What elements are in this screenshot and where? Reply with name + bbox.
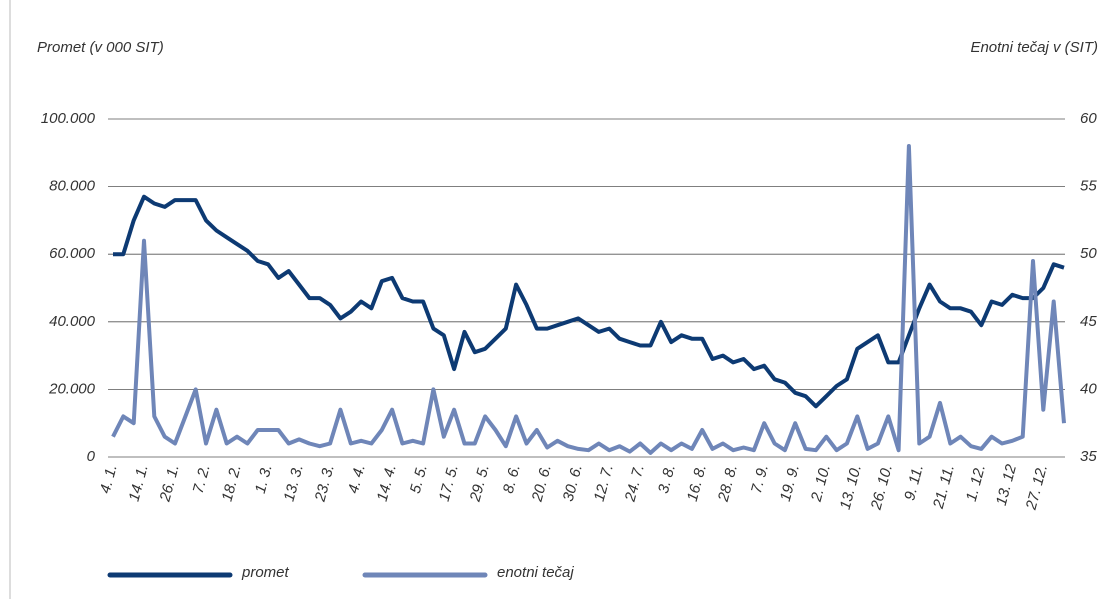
y-tick-label: 100.000 (41, 110, 96, 127)
x-tick-label: 14. 1. (126, 463, 152, 504)
y-tick-label: 0 (87, 448, 96, 465)
x-tick-label: 23. 3. (311, 463, 337, 505)
x-tick-label: 13. 12 (993, 462, 1020, 507)
x-tick-label: 5. 5. (407, 463, 431, 496)
x-tick-label: 4. 1. (97, 463, 121, 496)
x-tick-label: 29. 5. (466, 463, 492, 505)
legend-label: enotni tečaj (497, 564, 574, 581)
x-tick-label: 21. 11. (930, 463, 958, 512)
x-tick-label: 27. 12. (1022, 463, 1051, 513)
x-tick-label: 26. 1. (156, 463, 182, 505)
x-tick-label: 1. 3. (252, 463, 276, 496)
y-tick-label: 20.000 (48, 380, 96, 397)
x-tick-label: 3. 8. (655, 463, 679, 496)
y2-tick-label: 40 (1080, 380, 1097, 397)
x-tick-label: 20. 6. (528, 463, 554, 505)
x-tick-label: 30. 6. (560, 463, 586, 504)
x-tick-label: 13. 10. (837, 463, 865, 512)
x-tick-label: 17. 5. (436, 463, 462, 504)
series-line (113, 194, 1065, 409)
legend-label: promet (241, 564, 290, 581)
x-tick-label: 4. 4. (345, 463, 369, 496)
x-tick-label: 24. 7. (621, 463, 647, 505)
x-tick-label: 7. 2. (190, 463, 214, 496)
y2-tick-label: 35 (1080, 448, 1097, 465)
x-tick-label: 8. 6. (500, 463, 524, 496)
x-tick-label: 26. 10. (867, 463, 896, 513)
y2-tick-label: 50 (1080, 245, 1097, 262)
x-tick-label: 9. 11. (901, 463, 927, 503)
series-line (111, 144, 1066, 455)
x-tick-label: 14. 4. (374, 463, 400, 504)
x-tick-label: 13. 3. (281, 463, 307, 504)
y-axis-title: Promet (v 000 SIT) (37, 39, 164, 56)
y2-tick-label: 55 (1080, 178, 1097, 195)
y-tick-label: 80.000 (49, 178, 96, 195)
x-tick-label: 18. 2. (219, 463, 245, 504)
y-tick-label: 60.000 (49, 245, 96, 262)
x-tick-label: 2. 10. (808, 463, 834, 505)
x-tick-label: 16. 8. (684, 463, 710, 504)
y2-tick-label: 45 (1080, 313, 1097, 330)
x-tick-label: 7. 9. (748, 463, 772, 496)
x-tick-label: 12. 7. (591, 463, 617, 504)
y2-tick-label: 60 (1080, 110, 1097, 127)
x-tick-label: 1. 12. (963, 463, 989, 504)
y2-axis-title: Enotni tečaj v (SIT) (970, 39, 1098, 56)
x-tick-label: 19. 9. (777, 463, 803, 504)
y-tick-label: 40.000 (49, 313, 96, 330)
x-tick-label: 28. 8. (715, 463, 741, 505)
